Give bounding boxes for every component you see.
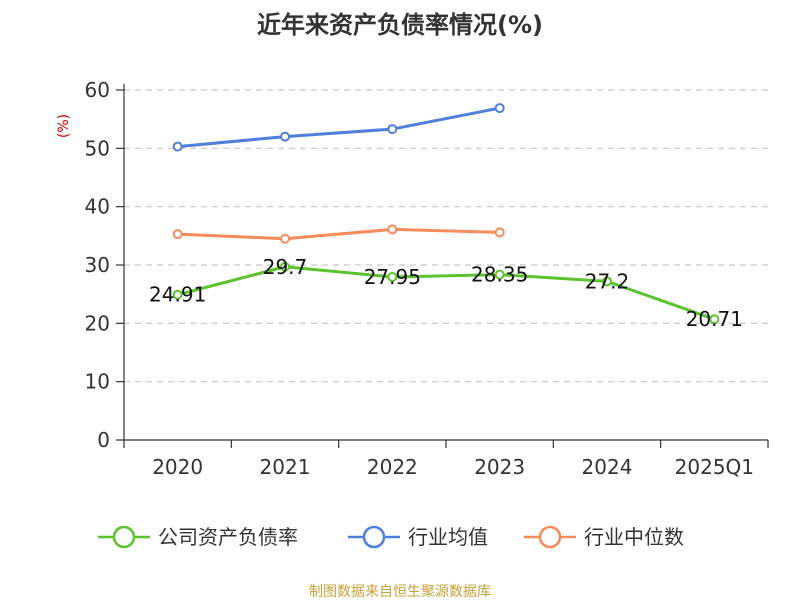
x-tick-label: 2023 <box>474 455 525 479</box>
data-point <box>172 289 183 300</box>
x-axis-ticks: 2020 2021 2022 2023 2024 2025Q1 <box>152 455 754 479</box>
x-tick-label: 2025Q1 <box>675 455 754 479</box>
y-tick-label: 10 <box>85 370 110 394</box>
data-point <box>387 124 398 135</box>
chart-title: 近年来资产负债率情况(%) <box>257 11 543 39</box>
x-tick-label: 2020 <box>152 455 203 479</box>
y-tick-label: 0 <box>97 428 110 452</box>
data-point <box>387 271 398 282</box>
legend-label: 行业中位数 <box>584 525 684 549</box>
data-label: 24.91 <box>149 283 206 307</box>
legend-swatch-marker <box>362 525 386 549</box>
data-labels: 24.91 29.7 27.95 28.35 27.2 20.71 <box>149 255 743 331</box>
y-tick-label: 50 <box>85 136 110 160</box>
series-layer <box>172 103 720 325</box>
x-tick-label: 2022 <box>367 455 418 479</box>
y-tick-label: 30 <box>85 253 110 277</box>
data-point <box>172 141 183 152</box>
y-axis-label: (%) <box>56 114 72 138</box>
data-label: 27.2 <box>585 269 630 293</box>
data-label: 28.35 <box>471 263 528 287</box>
data-label: 29.7 <box>263 255 308 279</box>
data-point <box>387 224 398 235</box>
legend-label: 公司资产负债率 <box>158 525 298 549</box>
source-note: 制图数据来自恒生聚源数据库 <box>309 584 491 600</box>
y-tick-label: 20 <box>85 311 110 335</box>
y-tick-label: 60 <box>85 78 110 102</box>
data-point <box>709 314 720 325</box>
data-point <box>494 269 505 280</box>
y-axis-ticks: 0 10 20 30 40 50 60 <box>85 78 110 452</box>
series-line <box>177 227 500 241</box>
legend: 公司资产负债率 行业均值 行业中位数 <box>98 525 684 549</box>
series-line <box>177 106 500 149</box>
legend-swatch-marker <box>112 525 136 549</box>
series-line <box>177 265 715 321</box>
legend-label: 行业均值 <box>408 525 488 549</box>
y-tick-label: 40 <box>85 195 110 219</box>
data-label: 27.95 <box>364 265 421 289</box>
data-point <box>494 227 505 238</box>
data-point <box>172 229 183 240</box>
data-point <box>494 103 505 114</box>
gridlines <box>124 89 768 383</box>
data-point <box>280 131 290 142</box>
data-point <box>280 233 290 244</box>
x-tick-label: 2024 <box>582 455 633 479</box>
data-label: 20.71 <box>686 307 743 331</box>
axes <box>116 84 769 448</box>
data-point <box>280 261 290 272</box>
x-tick-label: 2021 <box>260 455 311 479</box>
legend-swatch-marker <box>538 525 562 549</box>
data-point <box>602 276 612 287</box>
